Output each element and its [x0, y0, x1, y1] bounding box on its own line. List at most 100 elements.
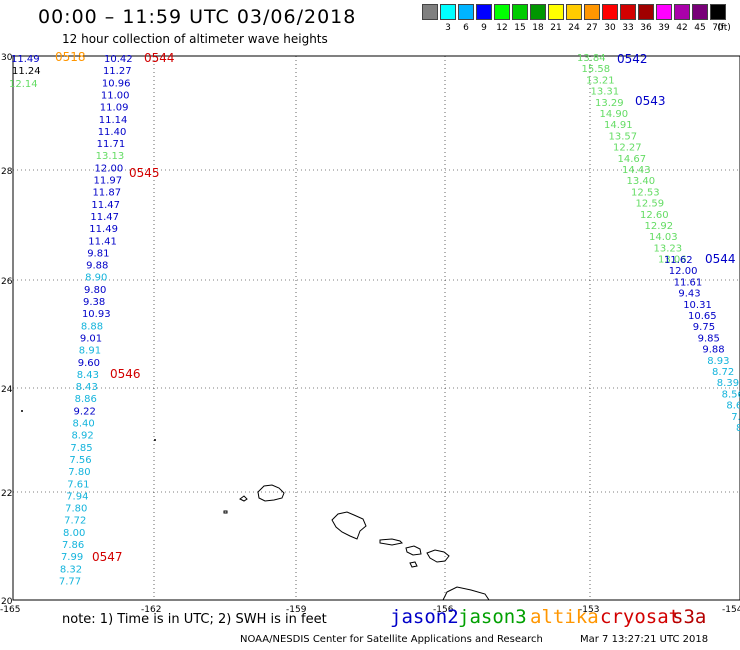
wave-height-value: 11.47 [90, 212, 119, 223]
wave-height-value: 11.47 [91, 200, 120, 211]
wave-height-value: 11.87 [92, 188, 121, 199]
wave-height-value: 10.96 [102, 78, 131, 89]
wave-height-value: 9.22 [74, 406, 96, 417]
satellite-name: cryosat [600, 606, 681, 628]
wave-height-value: 9.60 [78, 358, 100, 369]
wave-height-value: 14.90 [600, 109, 629, 120]
legend-swatch [584, 4, 600, 20]
legend-swatch [656, 4, 672, 20]
wave-height-value: 8.43 [77, 370, 99, 381]
pass-time-label: 0544 [144, 51, 175, 65]
wave-height-value: 9.80 [84, 285, 106, 296]
page-subtitle: 12 hour collection of altimeter wave hei… [62, 32, 328, 46]
wave-height-value: 13.06 [658, 255, 687, 266]
legend-label: 12 [496, 23, 508, 33]
pass-time-label: 0547 [92, 550, 123, 564]
legend-label: 9 [481, 23, 487, 33]
wave-height-value: 8.88 [81, 321, 103, 332]
legend-label: 24 [568, 23, 580, 33]
legend-label: 30 [604, 23, 616, 33]
longitude-tick-label: -162 [141, 605, 161, 615]
wave-height-value: 13.57 [609, 131, 638, 142]
pass-time-label: 0542 [617, 52, 648, 66]
wave-height-value: 9.88 [86, 261, 108, 272]
legend-swatch [710, 4, 726, 20]
latitude-tick-label: 22 [1, 489, 12, 499]
legend-label: 39 [658, 23, 670, 33]
satellite-name: jason2 [390, 606, 459, 628]
legend-label: 36 [640, 23, 652, 33]
island-outline [405, 545, 422, 556]
wave-height-value: 8.43 [76, 382, 98, 393]
satellite-name: jason3 [458, 606, 527, 628]
wave-height-value: 11.00 [101, 90, 130, 101]
longitude-tick-label: -154 [722, 605, 740, 615]
island-outline [331, 511, 367, 540]
wave-height-value: 7.56 [69, 455, 91, 466]
wave-height-value: 8.92 [71, 431, 93, 442]
pass-time-label: 0543 [635, 94, 666, 108]
legend-swatch [548, 4, 564, 20]
wave-height-value: 11.61 [674, 277, 703, 288]
island-outline [257, 484, 285, 502]
footer-note: note: 1) Time is in UTC; 2) SWH is in fe… [62, 612, 327, 627]
legend-label: 21 [550, 23, 562, 33]
wave-height-value: 8.86 [75, 394, 97, 405]
credit-text: NOAA/NESDIS Center for Satellite Applica… [240, 634, 543, 645]
wave-height-value: 11.24 [12, 66, 41, 77]
wave-height-value: 13.13 [96, 151, 125, 162]
wave-height-value: 9.75 [693, 322, 715, 333]
wave-height-value: 12.92 [645, 221, 674, 232]
wave-height-value: 8.00 [63, 528, 85, 539]
wave-height-value: 11.71 [97, 139, 126, 150]
page-title: 00:00 – 11:59 UTC 03/06/2018 [38, 6, 357, 28]
pass-time-label: 0545 [129, 166, 160, 180]
wave-height-value: 10.93 [82, 309, 111, 320]
legend-label: 18 [532, 23, 544, 33]
wave-height-value: 14.43 [622, 165, 651, 176]
legend-label: 15 [514, 23, 526, 33]
wave-height-value: 9.81 [87, 248, 109, 259]
wave-height-value: 8. [736, 423, 740, 434]
wave-height-value: 11.27 [103, 66, 132, 77]
legend-label: 33 [622, 23, 634, 33]
wave-height-value: 11.49 [89, 224, 118, 235]
wave-height-value: 12.59 [636, 199, 665, 210]
wave-height-value: 8.91 [79, 346, 101, 357]
island-outline [426, 549, 450, 563]
wave-height-value: 10.65 [688, 311, 717, 322]
longitude-tick-label: -165 [0, 605, 20, 615]
legend-swatch [512, 4, 528, 20]
latitude-tick-label: 28 [1, 167, 13, 177]
wave-height-value: 7.99 [61, 552, 83, 563]
wave-height-value: 8.39 [717, 378, 739, 389]
map-dot [154, 439, 156, 441]
legend-swatch [674, 4, 690, 20]
latitude-tick-label: 20 [1, 597, 13, 607]
legend-swatch [602, 4, 618, 20]
wave-height-value: 7.80 [65, 504, 87, 515]
wave-height-value: 8.40 [73, 419, 95, 430]
wave-height-value: 11.41 [88, 236, 117, 247]
longitude-tick-label: -153 [579, 605, 599, 615]
legend-label: 42 [676, 23, 688, 33]
legend-swatch [692, 4, 708, 20]
wave-height-value: 9.43 [678, 289, 700, 300]
island-outline [379, 538, 404, 546]
legend-swatch [530, 4, 546, 20]
wave-height-value: 12.00 [669, 266, 698, 277]
wave-height-value: 9.85 [698, 333, 720, 344]
wave-height-value: 11.40 [98, 127, 127, 138]
legend-label: 70 [712, 23, 724, 33]
wave-height-value: 7.94 [66, 491, 88, 502]
wave-height-value: 11.97 [94, 176, 123, 187]
legend-label: 6 [463, 23, 469, 33]
satellite-name: altika [530, 606, 599, 628]
wave-height-value: 13.29 [595, 98, 624, 109]
pass-time-label: 0544 [705, 252, 736, 266]
wave-height-value: 15.58 [582, 64, 611, 75]
wave-height-value: 10.42 [104, 54, 133, 65]
satellite-name: s3a [672, 606, 707, 628]
wave-height-value: 8.72 [712, 367, 734, 378]
